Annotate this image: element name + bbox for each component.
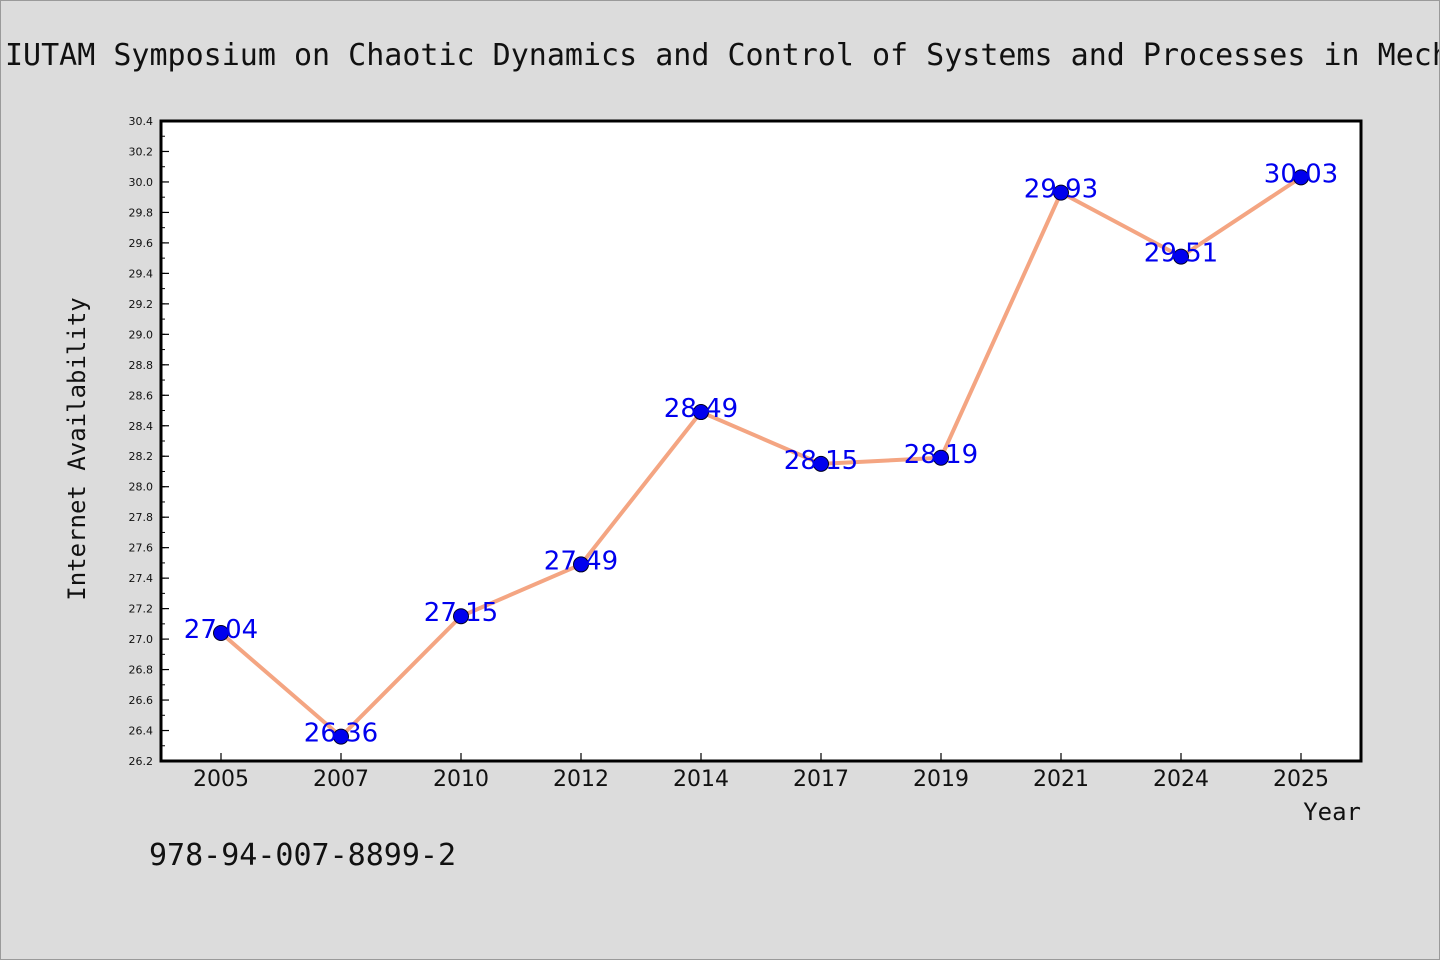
x-tick-label: 2010 — [433, 767, 489, 792]
chart-title: IUTAM Symposium on Chaotic Dynamics and … — [5, 38, 1439, 73]
data-point — [213, 625, 229, 641]
y-axis-label: Internet Availability — [63, 297, 91, 600]
data-label: 29.51 — [1144, 239, 1218, 269]
y-tick-label: 28.0 — [129, 481, 154, 494]
y-tick-label: 29.8 — [129, 206, 154, 219]
data-label: 29.93 — [1024, 175, 1098, 205]
y-axis-ticks: 26.2 26.4 26.6 26.8 27.0 27.2 27.4 27.6 27.8 28.0… — [129, 115, 169, 768]
data-label: 30.03 — [1264, 159, 1338, 189]
x-tick-label: 2024 — [1153, 767, 1209, 792]
x-tick-label: 2014 — [673, 767, 729, 792]
y-tick-label: 29.2 — [129, 298, 154, 311]
data-label: 27.04 — [184, 615, 258, 645]
x-tick-label: 2021 — [1033, 767, 1089, 792]
x-tick-label: 2012 — [553, 767, 609, 792]
y-tick-label: 27.8 — [129, 511, 154, 524]
data-label: 28.49 — [664, 394, 738, 424]
y-tick-label: 27.2 — [129, 603, 154, 616]
y-tick-label: 30.0 — [129, 176, 154, 189]
data-labels: 27.04 26.36 27.15 27.49 28.49 28.15 28.19 29.93… — [184, 159, 1338, 748]
y-tick-label: 29.0 — [129, 328, 154, 341]
series-line — [219, 175, 1303, 739]
data-point — [693, 404, 709, 421]
y-tick-label: 27.0 — [129, 633, 154, 646]
x-axis-label: Year — [1303, 798, 1361, 826]
y-tick-label: 30.4 — [129, 115, 154, 128]
data-label: 28.15 — [784, 446, 858, 476]
y-tick-label: 28.8 — [129, 359, 154, 372]
data-label: 28.19 — [904, 440, 978, 470]
y-tick-label: 28.2 — [129, 450, 154, 463]
data-markers — [213, 169, 1309, 745]
y-tick-label: 27.6 — [129, 542, 154, 555]
y-tick-label: 28.6 — [129, 389, 154, 402]
data-point — [933, 449, 949, 466]
y-tick-label: 29.4 — [129, 267, 154, 280]
x-tick-label: 2017 — [793, 767, 849, 792]
y-tick-label: 26.4 — [129, 725, 154, 738]
y-tick-label: 26.6 — [129, 694, 154, 707]
y-tick-label: 26.8 — [129, 664, 154, 677]
data-label: 27.15 — [424, 598, 498, 628]
data-label: 26.36 — [304, 719, 378, 749]
x-tick-label: 2005 — [193, 767, 249, 792]
x-tick-label: 2007 — [313, 767, 369, 792]
x-axis-ticks: 2005 2007 2010 2012 2014 2017 2019 2021 2024 2025 — [193, 753, 1329, 792]
x-tick-label: 2019 — [913, 767, 969, 792]
y-tick-label: 28.4 — [129, 420, 154, 433]
y-tick-label: 29.6 — [129, 237, 154, 250]
x-tick-label: 2025 — [1273, 767, 1329, 792]
data-point — [1293, 169, 1309, 186]
data-point — [813, 455, 829, 472]
data-point — [1053, 184, 1069, 201]
y-tick-label: 30.2 — [129, 145, 154, 158]
data-point — [1173, 248, 1189, 265]
data-label: 27.49 — [544, 546, 618, 576]
data-point — [573, 556, 589, 573]
plot-area — [159, 119, 1363, 763]
isbn-text: 978-94-007-8899-2 — [149, 838, 456, 873]
y-tick-label: 27.4 — [129, 572, 154, 585]
data-point — [453, 608, 469, 625]
data-point — [333, 728, 349, 745]
y-tick-label: 26.2 — [129, 755, 154, 768]
